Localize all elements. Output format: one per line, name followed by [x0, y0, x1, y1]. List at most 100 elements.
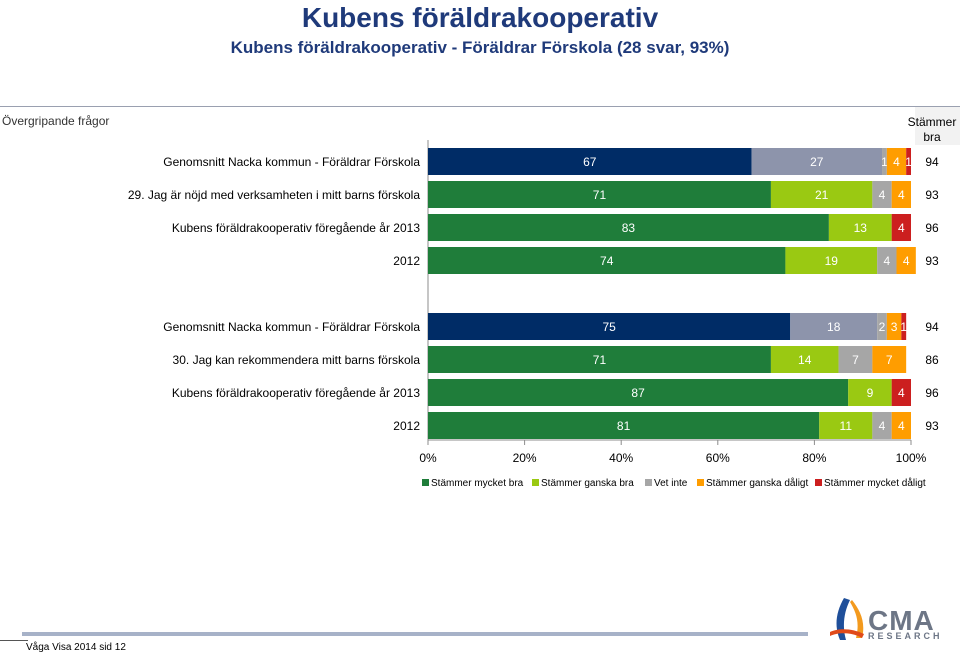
row-total: 94: [925, 155, 939, 169]
x-tick-label: 60%: [706, 451, 730, 465]
data-label: 1: [905, 155, 912, 169]
data-label: 83: [622, 221, 636, 235]
bar-segment: [428, 346, 771, 373]
bar-segment: [877, 313, 887, 340]
bar-segment: [428, 313, 791, 340]
total-column-header: Stämmer bra: [904, 115, 960, 145]
data-label: 71: [593, 353, 607, 367]
bar-segment: [785, 247, 878, 274]
legend-swatch: [422, 479, 429, 486]
stacked-bar-chart: 0% 20% 40% 60% 80% 100% Genomsnitt Nacka kommu…: [128, 140, 939, 489]
data-label: 7: [886, 353, 893, 367]
x-tick-label: 40%: [609, 451, 633, 465]
bar-segment: [882, 148, 887, 175]
data-label: 0: [908, 353, 915, 367]
row-label: Genomsnitt Nacka kommun - Föräldrar Förs…: [163, 320, 420, 334]
bar-segment: [891, 379, 911, 406]
x-tick-label: 20%: [513, 451, 537, 465]
bar-segment: [906, 148, 911, 175]
bar-segment: [428, 379, 849, 406]
legend-swatch: [532, 479, 539, 486]
data-label: 4: [879, 419, 886, 433]
bar-segment: [877, 247, 897, 274]
x-tick-label: 0%: [419, 451, 437, 465]
total-column-header-line1: Stämmer: [907, 115, 957, 129]
bar-segment: [428, 214, 829, 241]
row-total: 93: [925, 254, 939, 268]
legend-label: Stämmer ganska dåligt: [706, 477, 808, 489]
row-label: Genomsnitt Nacka kommun - Föräldrar Förs…: [163, 155, 420, 169]
row-total: 86: [925, 353, 939, 367]
data-label: 81: [617, 419, 631, 433]
data-label: 4: [898, 386, 905, 400]
bar-segment: [770, 346, 839, 373]
header-divider: [0, 106, 960, 107]
bar-segment: [428, 148, 752, 175]
bar-segment: [819, 412, 873, 439]
bar-segment: [828, 214, 892, 241]
total-column-header-line2: bra: [923, 130, 941, 144]
section-label: Övergripande frågor: [2, 114, 110, 128]
data-label: 1: [900, 320, 907, 334]
bar-segment: [848, 379, 892, 406]
data-label: 19: [825, 254, 839, 268]
data-label: 0: [917, 254, 924, 268]
total-column-header-bg: [915, 107, 960, 145]
footer-page-label: Våga Visa 2014 sid 12: [26, 642, 126, 653]
row-label: 29. Jag är nöjd med verksamheten i mitt …: [128, 188, 420, 202]
data-label: 18: [827, 320, 841, 334]
data-label: 0: [913, 188, 920, 202]
bar-segment: [838, 346, 873, 373]
legend-swatch: [815, 479, 822, 486]
data-label: 27: [810, 155, 824, 169]
data-label: 13: [854, 221, 868, 235]
data-label: 1: [881, 155, 888, 169]
row-label: Kubens föräldrakooperativ föregående år …: [172, 221, 421, 235]
bar-segment: [790, 313, 878, 340]
bar-segment: [872, 412, 892, 439]
bar-segment: [872, 181, 892, 208]
legend-label: Stämmer ganska bra: [541, 478, 634, 489]
row-total: 96: [925, 221, 939, 235]
row-total: 93: [925, 419, 939, 433]
bar-segment: [428, 181, 771, 208]
page-title: Kubens föräldrakooperativ: [301, 2, 659, 33]
bar-segment: [428, 247, 786, 274]
row-label: 2012: [393, 254, 420, 268]
bar-segment: [891, 214, 911, 241]
logo-subtext: RESEARCH: [868, 631, 943, 641]
x-tick-label: 80%: [802, 451, 826, 465]
row-total: 94: [925, 320, 939, 334]
legend-swatch: [697, 479, 704, 486]
data-label: 71: [593, 188, 607, 202]
data-label: 4: [879, 188, 886, 202]
legend-swatch: [645, 479, 652, 486]
logo-text: CMA: [868, 605, 935, 636]
row-label: Kubens föräldrakooperativ föregående år …: [172, 386, 421, 400]
data-label: 7: [852, 353, 859, 367]
data-label: 0: [913, 419, 920, 433]
data-label: 4: [884, 254, 891, 268]
bar-segment: [770, 181, 873, 208]
data-label: 4: [893, 155, 900, 169]
data-label: 4: [898, 419, 905, 433]
bar-segment: [872, 346, 907, 373]
row-total: 96: [925, 386, 939, 400]
footer-tick: [0, 640, 28, 641]
row-label: 30. Jag kan rekommendera mitt barns förs…: [173, 353, 421, 367]
data-label: 4: [898, 188, 905, 202]
footer-bar: [22, 632, 808, 636]
data-label: 3: [891, 320, 898, 334]
bar-segment: [751, 148, 883, 175]
data-label: 4: [898, 221, 905, 235]
data-label: 87: [631, 386, 645, 400]
bar-segment: [891, 412, 911, 439]
data-label: 21: [815, 188, 829, 202]
legend-label: Stämmer mycket bra: [431, 478, 524, 489]
data-label: 67: [583, 155, 597, 169]
page-subtitle: Kubens föräldrakooperativ - Föräldrar Fö…: [230, 38, 730, 57]
legend-label: Vet inte: [654, 478, 688, 489]
cma-logo-icon: [830, 598, 864, 640]
bar-segment: [896, 247, 916, 274]
bar-segment: [901, 313, 907, 340]
